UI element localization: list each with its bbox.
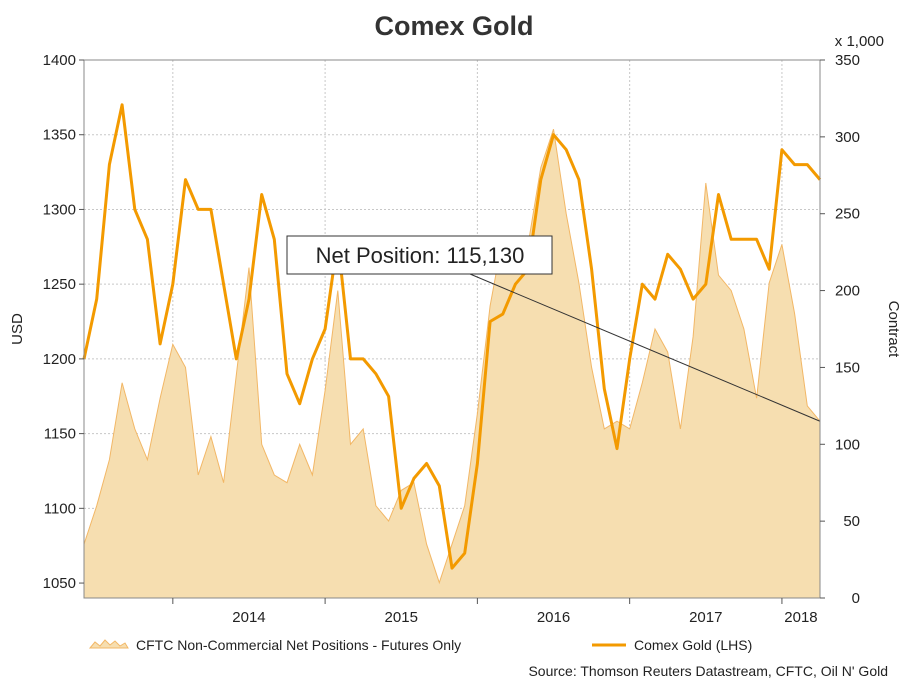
line-comex-gold: [82, 103, 822, 570]
plot-frame: [83, 59, 821, 599]
left-tick-label: 1400: [43, 52, 76, 69]
right-tick-label: 100: [835, 436, 860, 453]
source-note: Source: Thomson Reuters Datastream, CFTC…: [528, 663, 888, 679]
area-net-positions: [83, 129, 821, 599]
net-positions-area: [83, 129, 821, 599]
right-tick-label: 150: [835, 359, 860, 376]
left-tick-label: 1300: [43, 201, 76, 218]
legend-item-gold: Comex Gold (LHS): [592, 637, 752, 653]
gold-price-line: [82, 103, 822, 570]
right-tick-label: 250: [835, 206, 860, 223]
right-axis-unit: x 1,000: [835, 33, 884, 50]
legend-label-gold: Comex Gold (LHS): [634, 637, 752, 653]
left-tick-label: 1250: [43, 276, 76, 293]
annotation-leader-line: [469, 273, 821, 422]
annotation-label: Net Position: 115,130: [316, 243, 525, 268]
legend-swatch-area: [88, 639, 129, 649]
left-tick-label: 1150: [44, 426, 76, 443]
x-tick-label: 2017: [689, 609, 722, 626]
right-tick-label: 50: [843, 513, 860, 530]
x-tick-label: 2015: [385, 609, 418, 626]
right-tick-label: 200: [835, 283, 860, 300]
left-tick-label: 1350: [43, 127, 76, 144]
left-axis-label: USD: [9, 313, 26, 345]
x-axis-ticks: 2014 2015 2016 2017 2018: [172, 598, 818, 626]
left-tick-label: 1100: [44, 500, 76, 517]
left-axis-ticks: 1050 1100 1150 1200 1250 1300 1350 1400: [43, 52, 84, 592]
x-tick-label: 2014: [232, 609, 265, 626]
right-axis-label: Contract: [885, 301, 902, 359]
legend-label-net-positions: CFTC Non-Commercial Net Positions - Futu…: [136, 637, 461, 653]
left-tick-label: 1200: [43, 351, 76, 368]
right-tick-label: 0: [852, 590, 860, 607]
x-tick-label: 2018: [784, 609, 817, 626]
legend: CFTC Non-Commercial Net Positions - Futu…: [88, 637, 752, 653]
net-position-annotation: Net Position: 115,130: [286, 235, 821, 422]
right-tick-label: 350: [835, 52, 860, 69]
chart-title: Comex Gold: [374, 11, 533, 41]
right-axis-ticks: 0 50 100 150 200 250 300 350: [820, 52, 860, 607]
annotation-box: [286, 235, 553, 275]
x-tick-label: 2016: [537, 609, 570, 626]
right-tick-label: 300: [835, 129, 860, 146]
left-tick-label: 1050: [43, 575, 76, 592]
legend-item-net-positions: CFTC Non-Commercial Net Positions - Futu…: [88, 637, 461, 653]
